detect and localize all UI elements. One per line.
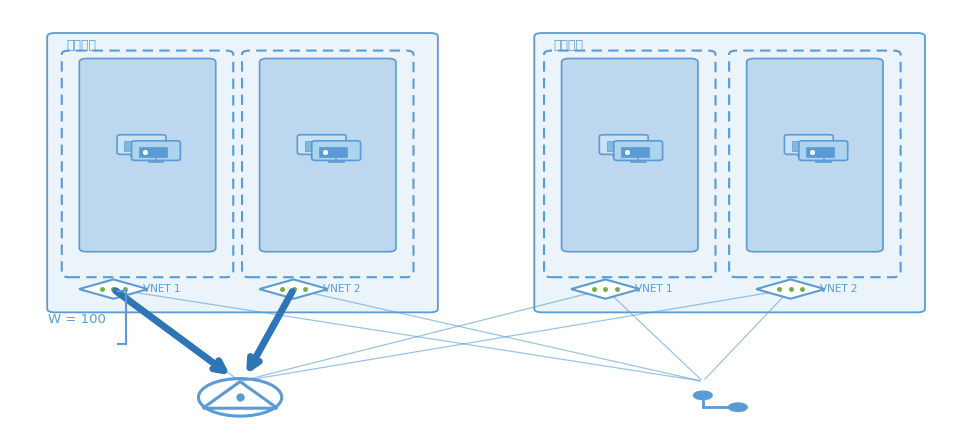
Text: VNET 1: VNET 1: [635, 284, 672, 294]
Circle shape: [694, 391, 712, 400]
Polygon shape: [756, 279, 825, 299]
FancyBboxPatch shape: [312, 141, 361, 160]
FancyBboxPatch shape: [47, 33, 438, 312]
Text: VNET 2: VNET 2: [322, 284, 361, 294]
FancyBboxPatch shape: [117, 135, 166, 154]
FancyBboxPatch shape: [534, 33, 925, 312]
FancyBboxPatch shape: [785, 135, 833, 154]
Bar: [621, 147, 649, 157]
Polygon shape: [79, 279, 148, 299]
Text: 米国東部: 米国東部: [554, 39, 584, 52]
Bar: [791, 141, 820, 151]
FancyBboxPatch shape: [562, 58, 698, 252]
Circle shape: [729, 403, 747, 412]
Text: W = 100: W = 100: [48, 313, 106, 326]
Bar: [305, 141, 332, 151]
Bar: [139, 147, 167, 157]
Text: VNET 1: VNET 1: [143, 284, 180, 294]
Bar: [319, 147, 347, 157]
FancyBboxPatch shape: [260, 58, 396, 252]
Text: VNET 2: VNET 2: [820, 284, 857, 294]
FancyBboxPatch shape: [132, 141, 181, 160]
Polygon shape: [259, 279, 328, 299]
Bar: [124, 141, 152, 151]
Text: 米国西部: 米国西部: [66, 39, 97, 52]
FancyBboxPatch shape: [79, 58, 216, 252]
FancyBboxPatch shape: [746, 58, 883, 252]
FancyBboxPatch shape: [297, 135, 346, 154]
FancyBboxPatch shape: [614, 141, 662, 160]
FancyBboxPatch shape: [599, 135, 648, 154]
Bar: [607, 141, 635, 151]
Bar: [806, 147, 834, 157]
FancyBboxPatch shape: [799, 141, 848, 160]
Polygon shape: [572, 279, 640, 299]
